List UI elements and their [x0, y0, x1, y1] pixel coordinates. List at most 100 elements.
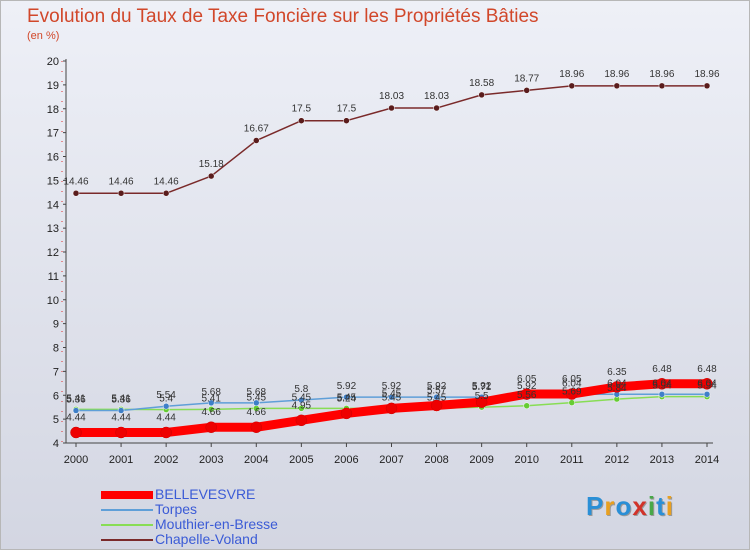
x-tick-label: 2002: [154, 454, 178, 466]
y-tick-label: 7: [53, 366, 59, 378]
x-tick-label: 2005: [289, 454, 313, 466]
data-label: 14.46: [109, 176, 134, 187]
data-point: [207, 399, 215, 407]
y-tick-label: 6: [53, 390, 59, 402]
data-point: [115, 426, 127, 439]
data-point: [613, 82, 621, 90]
data-point: [523, 87, 530, 94]
data-label: 5.45: [427, 392, 447, 403]
data-label: 5.41: [201, 393, 221, 404]
data-label: 14.46: [154, 176, 179, 187]
data-label: 18.03: [424, 91, 449, 102]
data-labels: 4.44 4.44 4.44 4.66 4.664.955.24 5.45 5.57 5.71…: [63, 69, 719, 424]
data-label: 6.05: [517, 374, 537, 385]
legend-label: Chapelle-Voland: [155, 531, 258, 547]
logo-letter: o: [615, 491, 633, 521]
data-point: [568, 399, 576, 406]
data-label: 5.92: [472, 381, 492, 392]
data-label: 5.92: [382, 381, 402, 392]
data-label: 18.03: [379, 91, 404, 102]
y-tick-label: 4: [53, 438, 59, 450]
y-tick-label: 14: [47, 199, 59, 211]
data-point: [520, 388, 533, 400]
data-label: 5.45: [382, 392, 402, 403]
data-point: [478, 91, 485, 99]
x-tick-label: 2008: [424, 454, 448, 466]
proxiti-logo: Proxiti: [586, 491, 674, 522]
data-point: [568, 82, 576, 90]
x-tick-label: 2010: [514, 454, 538, 466]
y-tick-label: 10: [47, 295, 59, 307]
data-point: [205, 421, 217, 433]
legend-swatch: [101, 491, 153, 499]
data-label: 5.36: [111, 395, 131, 406]
data-point: [72, 190, 80, 197]
data-label: 4.66: [247, 407, 267, 418]
legend-swatch: [101, 524, 153, 526]
data-label: 6.04: [607, 378, 627, 389]
y-tick-label: 9: [53, 319, 59, 331]
data-point: [388, 104, 395, 112]
data-point: [160, 426, 172, 439]
data-point: [250, 421, 263, 433]
data-point: [162, 190, 170, 197]
data-label: 6.48: [652, 364, 672, 375]
x-tick-label: 2004: [244, 454, 268, 466]
data-label: 18.58: [469, 78, 494, 89]
logo-letter: t: [656, 491, 666, 521]
data-label: 5.56: [517, 390, 537, 401]
data-label: 5.41: [66, 393, 86, 404]
data-point: [523, 402, 530, 410]
data-label: 6.35: [607, 367, 627, 378]
data-label: 5.92: [337, 381, 357, 392]
data-label: 4.44: [111, 412, 131, 423]
y-tick-label: 15: [47, 175, 59, 187]
data-point: [117, 190, 125, 197]
data-point: [298, 117, 305, 124]
data-label: 5.45: [337, 392, 357, 403]
x-tick-label: 2014: [695, 454, 719, 466]
data-point: [658, 82, 666, 90]
logo-letter: i: [665, 491, 674, 521]
data-label: 5.68: [201, 387, 221, 398]
y-tick-label: 13: [47, 223, 59, 235]
x-tick-label: 2012: [605, 454, 629, 466]
data-label: 5.54: [156, 390, 176, 401]
data-label: 4.95: [292, 400, 312, 411]
data-label: 4.44: [66, 412, 86, 423]
y-tick-label: 8: [53, 343, 59, 355]
data-label: 4.44: [156, 412, 176, 423]
data-point: [385, 402, 398, 415]
data-label: 6.04: [652, 378, 672, 389]
logo-letter: P: [586, 491, 605, 521]
data-point: [430, 399, 443, 412]
data-point: [207, 172, 215, 180]
chart-subtitle: (en %): [27, 30, 60, 42]
data-point: [703, 391, 711, 398]
series-lines: [70, 82, 713, 439]
data-point: [117, 407, 125, 414]
data-label: 18.96: [559, 69, 584, 80]
y-tick-label: 12: [47, 247, 59, 259]
x-tick-label: 2013: [650, 454, 674, 466]
chart-title: Evolution du Taux de Taxe Foncière sur l…: [27, 6, 539, 27]
data-label: 5.92: [517, 381, 537, 392]
data-point: [72, 407, 80, 414]
data-point: [340, 407, 353, 420]
data-point: [343, 117, 350, 124]
logo-letter: i: [647, 491, 657, 521]
legend-label: BELLEVESVRE: [155, 486, 256, 502]
data-label: 5.24: [337, 393, 357, 404]
data-point: [433, 104, 440, 112]
data-label: 5.4: [159, 394, 173, 405]
y-tick-label: 16: [47, 152, 59, 164]
logo-letter: x: [632, 491, 648, 521]
data-label: 6.04: [562, 378, 582, 389]
data-label: 16.67: [244, 124, 269, 135]
data-label: 5.36: [66, 395, 86, 406]
chart-axes: 4 5 6 7 8 9 10 11 12 13 14 15 16 17 18 19 20 2000 2001 2002…: [47, 56, 719, 466]
y-tick-label: 17: [47, 128, 59, 140]
data-label: 5.84: [607, 383, 627, 394]
